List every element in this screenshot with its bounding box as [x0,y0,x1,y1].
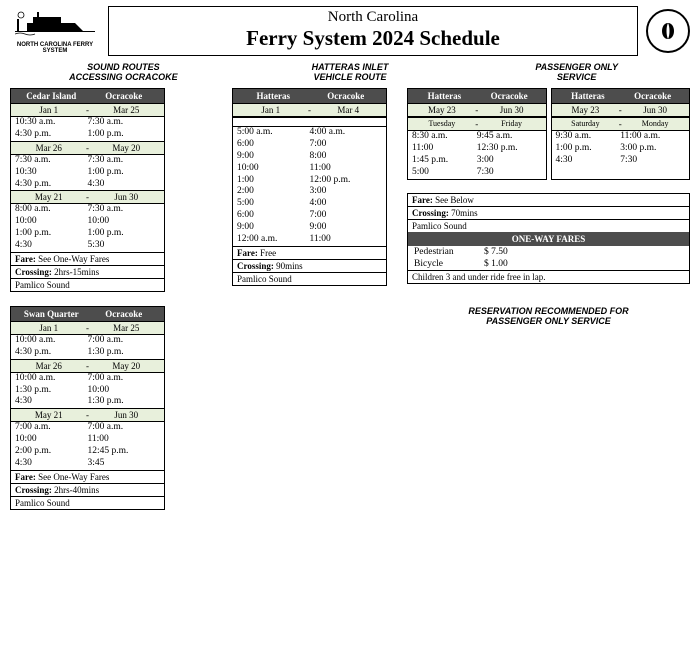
table-row: 7:30 a.m.7:30 a.m. [11,155,164,167]
table-row: 4:30 p.m.4:30 [11,179,164,191]
col-sound-routes: Cedar IslandOcracoke Jan 1-Mar 25 10:30 … [10,88,165,510]
header: NORTH CAROLINA FERRY SYSTEM North Caroli… [0,0,700,60]
section-head-right: PASSENGER ONLY SERVICE [463,62,690,82]
table-row: 9:008:00 [233,151,386,163]
logo-caption: NORTH CAROLINA FERRY SYSTEM [10,42,100,54]
table-row: 1:00 p.m.3:00 p.m. [552,143,690,155]
section-head-left: SOUND ROUTES ACCESSING OCRACOKE [10,62,237,82]
table-hatteras: HatterasOcracoke Jan 1-Mar 4 5:00 a.m.4:… [232,88,387,286]
table-row: 9:30 a.m.11:00 a.m. [552,131,690,143]
table-row: 1:30 p.m.10:00 [11,385,164,397]
table-row: 4:307:30 [552,155,690,167]
logo-ferry: NORTH CAROLINA FERRY SYSTEM [10,9,100,54]
table-row: 1:00 p.m.1:00 p.m. [11,228,164,240]
table-row: 10:301:00 p.m. [11,167,164,179]
table-row: 10:0010:00 [11,216,164,228]
table-row: 2:00 p.m.12:45 p.m. [11,446,164,458]
title-box: North Carolina Ferry System 2024 Schedul… [108,6,638,56]
passenger-info: Fare: See Below Crossing: 70mins Pamlico… [407,193,690,284]
table-row: 4:305:30 [11,240,164,252]
dot-seal [646,9,690,53]
table-row: 1:45 p.m.3:00 [408,155,546,167]
table-row: 10:0011:00 [233,163,386,175]
passenger-tables: HatterasOcracoke May 23-Jun 30 Tuesday-F… [407,88,690,180]
reservation-note: RESERVATION RECOMMENDED FOR PASSENGER ON… [407,306,690,326]
table-cedar: Cedar IslandOcracoke Jan 1-Mar 25 10:30 … [10,88,165,292]
table-row: 8:00 a.m.7:30 a.m. [11,204,164,216]
table-row: 7:00 a.m.7:00 a.m. [11,422,164,434]
table-row: 1:0012:00 p.m. [233,175,386,187]
table-row: 10:00 a.m.7:00 a.m. [11,373,164,385]
table-row: 5:00 a.m.4:00 a.m. [233,127,386,139]
table-swan: Swan QuarterOcracoke Jan 1-Mar 25 10:00 … [10,306,165,510]
col-passenger: HatterasOcracoke May 23-Jun 30 Tuesday-F… [407,88,690,326]
table-row: 5:004:00 [233,198,386,210]
table-row: 10:30 a.m.7:30 a.m. [11,117,164,129]
section-heads: SOUND ROUTES ACCESSING OCRACOKE HATTERAS… [0,60,700,88]
table-row: 12:00 a.m.11:00 [233,234,386,246]
table-row: 6:007:00 [233,139,386,151]
columns: Cedar IslandOcracoke Jan 1-Mar 25 10:30 … [0,88,700,510]
table-row: 4:301:30 p.m. [11,396,164,408]
title-line1: North Carolina [119,9,627,26]
table-row: 8:30 a.m.9:45 a.m. [408,131,546,143]
table-row: 2:003:00 [233,186,386,198]
table-passenger-b: HatterasOcracoke May 23-Jun 30 Saturday-… [551,88,691,180]
title-line2: Ferry System 2024 Schedule [119,26,627,51]
fares-head: ONE-WAY FARES [408,232,689,246]
table-row: 5:007:30 [408,167,546,179]
section-head-mid: HATTERAS INLET VEHICLE ROUTE [237,62,464,82]
table-row: 4:303:45 [11,458,164,470]
dot-seal-icon [656,19,680,43]
table-passenger-a: HatterasOcracoke May 23-Jun 30 Tuesday-F… [407,88,547,180]
col-hatteras: HatterasOcracoke Jan 1-Mar 4 5:00 a.m.4:… [232,88,387,286]
table-row: 10:00 a.m.7:00 a.m. [11,335,164,347]
table-row: 10:0011:00 [11,434,164,446]
table-row: 9:009:00 [233,222,386,234]
table-row: 11:0012:30 p.m. [408,143,546,155]
table-row: 4:30 p.m.1:30 p.m. [11,347,164,359]
table-row: 6:007:00 [233,210,386,222]
ferry-icon [15,9,95,41]
table-row: 4:30 p.m.1:00 p.m. [11,129,164,141]
